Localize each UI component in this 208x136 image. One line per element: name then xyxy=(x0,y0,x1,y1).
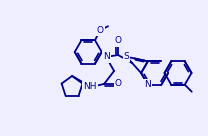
Text: NH: NH xyxy=(83,82,97,92)
Text: O: O xyxy=(115,79,122,88)
Text: S: S xyxy=(124,52,129,61)
Text: N: N xyxy=(103,52,109,61)
Text: N: N xyxy=(145,80,151,89)
Text: O: O xyxy=(115,36,122,45)
Text: O: O xyxy=(97,26,104,35)
